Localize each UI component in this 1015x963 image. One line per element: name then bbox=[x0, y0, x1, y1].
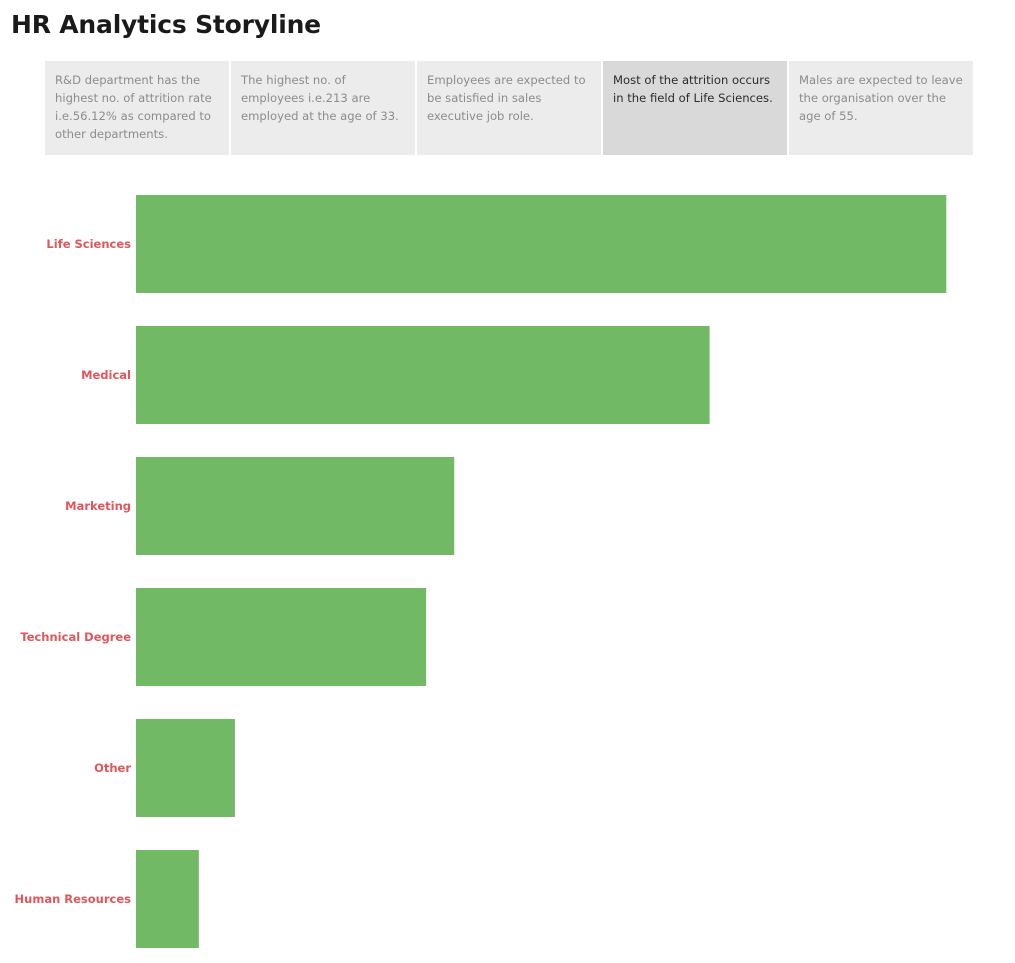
story-point-5[interactable]: Males are expected to leave the organisa… bbox=[789, 61, 973, 155]
category-label-other: Other bbox=[94, 761, 131, 775]
story-navigator: R&D department has the highest no. of at… bbox=[45, 61, 973, 155]
bar-technical-degree[interactable] bbox=[136, 588, 427, 686]
category-label-human-resources: Human Resources bbox=[15, 892, 132, 906]
story-point-3[interactable]: Employees are expected to be satisfied i… bbox=[417, 61, 601, 155]
bar-marketing[interactable] bbox=[136, 457, 455, 555]
category-label-technical-degree: Technical Degree bbox=[20, 630, 131, 644]
bar-human-resources[interactable] bbox=[136, 850, 199, 948]
story-point-4-active[interactable]: Most of the attrition occurs in the fiel… bbox=[603, 61, 787, 155]
category-label-marketing: Marketing bbox=[65, 499, 131, 513]
page-title: HR Analytics Storyline bbox=[11, 10, 321, 39]
bar-medical[interactable] bbox=[136, 326, 710, 424]
story-point-2[interactable]: The highest no. of employees i.e.213 are… bbox=[231, 61, 415, 155]
bar-life-sciences[interactable] bbox=[136, 195, 947, 293]
story-point-1[interactable]: R&D department has the highest no. of at… bbox=[45, 61, 229, 155]
bar-other[interactable] bbox=[136, 719, 235, 817]
category-label-medical: Medical bbox=[81, 368, 131, 382]
category-label-life-sciences: Life Sciences bbox=[46, 237, 131, 251]
